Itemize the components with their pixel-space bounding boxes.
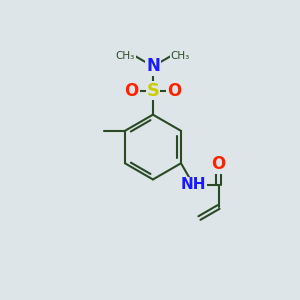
Text: S: S [146, 82, 159, 100]
Text: CH₃: CH₃ [116, 51, 135, 61]
Text: O: O [212, 155, 226, 173]
Text: N: N [146, 57, 160, 75]
Text: O: O [124, 82, 139, 100]
Text: O: O [167, 82, 181, 100]
Text: NH: NH [181, 177, 206, 192]
Text: CH₃: CH₃ [171, 51, 190, 61]
